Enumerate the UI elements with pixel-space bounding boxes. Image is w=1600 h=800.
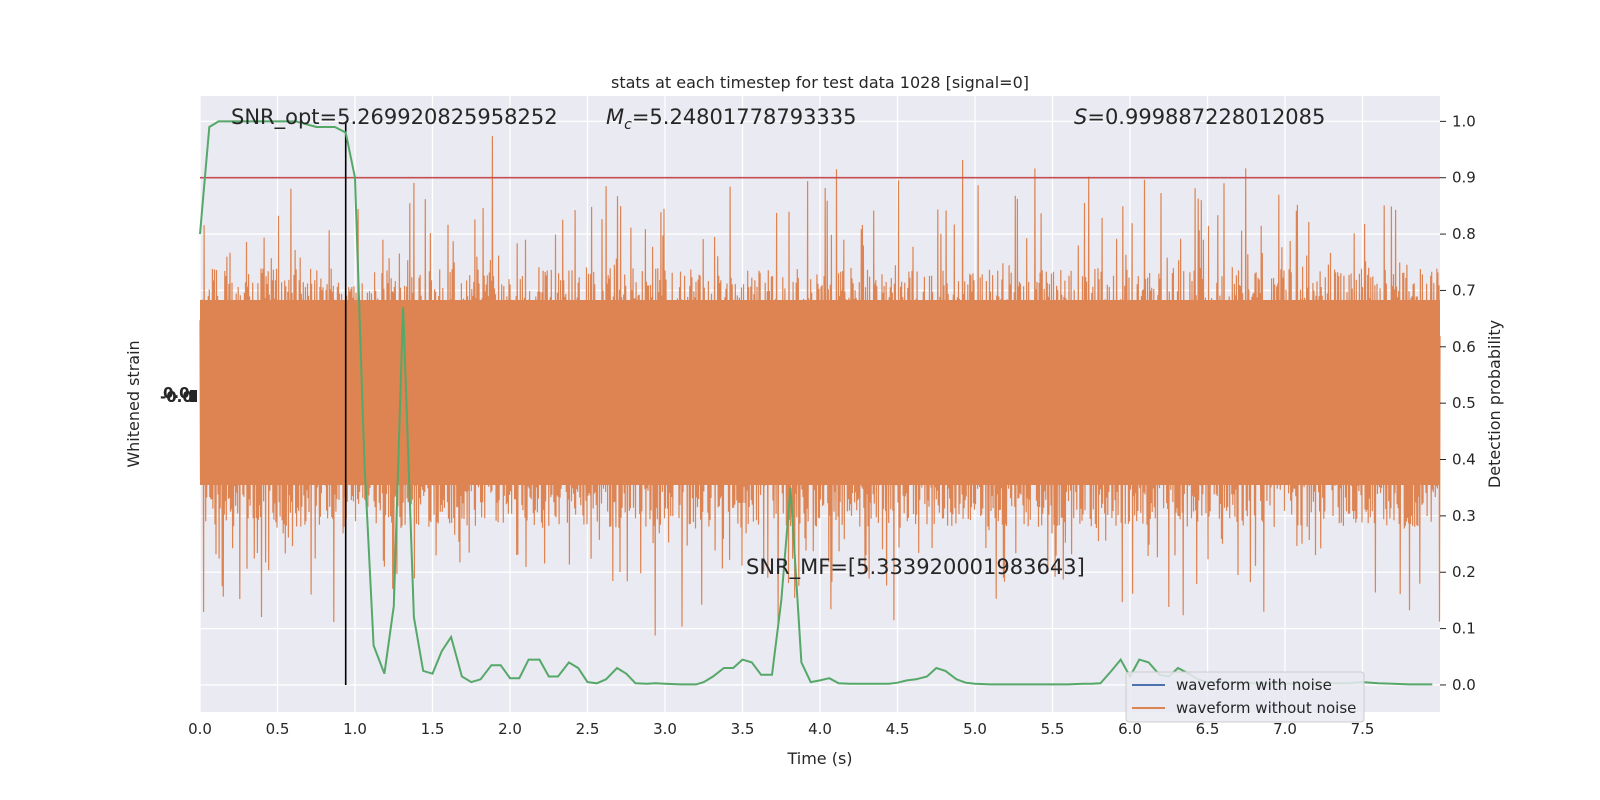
chart-title: stats at each timestep for test data 102… xyxy=(611,73,1029,92)
x-tick-label: 4.5 xyxy=(886,720,910,738)
x-tick-label: 3.0 xyxy=(653,720,677,738)
svg-text:-0.0: -0.0 xyxy=(160,388,193,406)
snr-mf-annotation: SNR_MF=[5.333920001983643] xyxy=(746,555,1085,580)
y-tick-label: 0.7 xyxy=(1452,281,1476,299)
y-tick-label: 0.6 xyxy=(1452,338,1476,356)
y-tick-label: 0.3 xyxy=(1452,507,1476,525)
y-tick-label: 0.4 xyxy=(1452,451,1476,469)
y-tick-label: 0.9 xyxy=(1452,169,1476,187)
y-tick-label: 0.2 xyxy=(1452,563,1476,581)
x-tick-label: 0.0 xyxy=(188,720,212,738)
x-tick-label: 1.0 xyxy=(343,720,367,738)
chirp-mass-annotation: Mc=5.24801778793335 xyxy=(606,105,857,133)
x-tick-label: 0.5 xyxy=(266,720,290,738)
y-tick-label: 0.5 xyxy=(1452,394,1476,412)
x-tick-label: 5.0 xyxy=(963,720,987,738)
legend-box xyxy=(1125,671,1365,723)
s-value: =0.999887228012085 xyxy=(1087,105,1325,129)
legend: waveform with noise waveform without noi… xyxy=(1125,671,1365,723)
x-tick-labels: 0.0 0.5 1.0 1.5 2.0 2.5 3.0 3.5 4.0 4.5 5.0 5.5 6.0 6… xyxy=(188,720,1374,738)
svg-text:0.0: 0.0 xyxy=(163,384,190,402)
x-tick-label: 7.5 xyxy=(1351,720,1375,738)
y-tick-label: 0.1 xyxy=(1452,620,1476,638)
s-annotation: S=0.999887228012085 xyxy=(1074,105,1325,129)
snr-opt-annotation: SNR_opt=5.269920825958252 xyxy=(231,105,558,130)
y-tick-label: 0.0 xyxy=(1452,676,1476,694)
x-tick-label: 2.0 xyxy=(498,720,522,738)
x-tick-label: 3.5 xyxy=(731,720,755,738)
y-tick-label: 0.8 xyxy=(1452,225,1476,243)
legend-label-noise: waveform with noise xyxy=(1176,676,1332,694)
chirp-mass-value: =5.24801778793335 xyxy=(632,105,857,129)
y-tick-label: 1.0 xyxy=(1452,112,1476,130)
x-tick-label: 4.0 xyxy=(808,720,832,738)
x-tick-label: 7.0 xyxy=(1273,720,1297,738)
right-axis-label: Detection probability xyxy=(1485,320,1504,488)
x-tick-label: 6.5 xyxy=(1196,720,1220,738)
x-tick-label: 2.5 xyxy=(576,720,600,738)
x-tick-label: 1.5 xyxy=(421,720,445,738)
right-tick-labels: 0.0 0.1 0.2 0.3 0.4 0.5 0.6 0.7 0.8 0.9 1.0 xyxy=(1440,112,1476,694)
strain-trace-clean xyxy=(199,136,1441,636)
x-tick-label: 5.5 xyxy=(1041,720,1065,738)
x-axis-label: Time (s) xyxy=(786,749,852,768)
x-tick-label: 6.0 xyxy=(1118,720,1142,738)
left-axis-tick-cluster: -0.0 0.0 xyxy=(160,384,197,406)
legend-label-clean: waveform without noise xyxy=(1176,699,1356,717)
left-axis-label: Whitened strain xyxy=(124,340,143,467)
